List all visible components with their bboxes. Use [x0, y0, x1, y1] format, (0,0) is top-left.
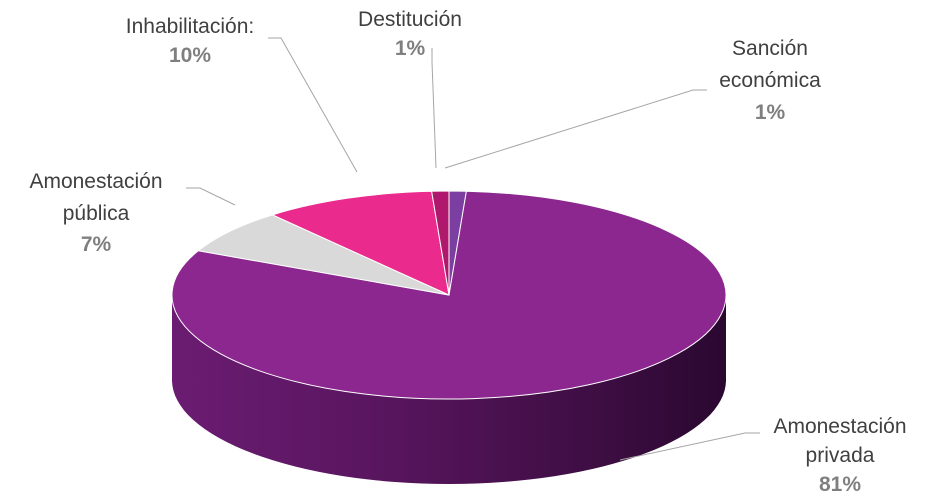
leader-line-amonestacion-publica	[186, 187, 236, 206]
leader-line-inhabilitacion	[268, 37, 358, 173]
slice-label-destitucion: Destitución	[358, 8, 462, 31]
slice-label-amonestacion-publica-line2: pública	[63, 202, 130, 225]
leader-line-amonestacion-privada	[619, 432, 760, 461]
slice-amonestacion-publica	[197, 214, 450, 296]
slice-label-amonestacion-privada-line2: privada	[806, 444, 875, 467]
leader-line-sancion-economica	[444, 89, 707, 169]
slice-percent-inhabilitacion: 10%	[169, 44, 211, 67]
pie-labels: Amonestación privada 81% Amonestación pú…	[29, 8, 906, 496]
slice-label-sancion-economica-line2: económica	[719, 69, 821, 92]
slice-destitucion	[431, 190, 450, 296]
slice-label-sancion-economica-line1: Sanción	[732, 37, 808, 60]
slice-percent-destitucion: 1%	[395, 37, 426, 60]
slice-label-inhabilitacion: Inhabilitación:	[126, 15, 254, 38]
leader-line-destitucion	[431, 48, 437, 169]
slice-label-amonestacion-publica-line1: Amonestación	[29, 170, 162, 193]
slice-percent-sancion-economica: 1%	[755, 101, 786, 124]
slice-percent-amonestacion-privada: 81%	[819, 473, 861, 496]
slice-inhabilitacion	[271, 190, 450, 296]
slice-percent-amonestacion-publica: 7%	[81, 233, 112, 256]
pie-side-wall	[172, 295, 726, 484]
pie-slices	[171, 190, 727, 400]
slice-label-amonestacion-privada-line1: Amonestación	[773, 415, 906, 438]
